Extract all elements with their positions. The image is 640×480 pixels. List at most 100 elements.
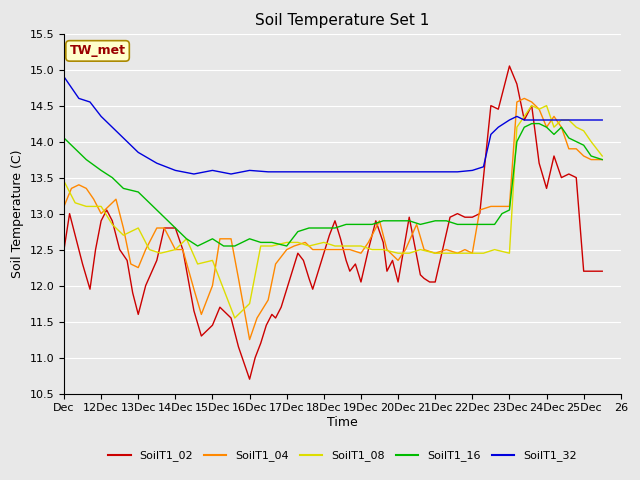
SoilT1_08 [528, 103, 536, 108]
SoilT1_32 [190, 171, 198, 177]
SoilT1_08 [557, 117, 565, 123]
SoilT1_08 [394, 251, 402, 256]
SoilT1_16 [468, 222, 476, 228]
SoilT1_16 [342, 222, 350, 228]
SoilT1_16 [479, 222, 487, 228]
SoilT1_32 [394, 169, 402, 175]
SoilT1_08 [468, 251, 476, 256]
SoilT1_16 [454, 222, 461, 228]
SoilT1_32 [550, 117, 558, 123]
SoilT1_04 [454, 251, 461, 256]
SoilT1_08 [331, 243, 339, 249]
SoilT1_08 [268, 243, 276, 249]
SoilT1_08 [550, 124, 558, 130]
SoilT1_32 [97, 113, 105, 119]
Title: Soil Temperature Set 1: Soil Temperature Set 1 [255, 13, 429, 28]
SoilT1_32 [535, 117, 543, 123]
SoilT1_08 [598, 153, 606, 159]
SoilT1_32 [413, 169, 420, 175]
SoilT1_16 [588, 153, 595, 159]
SoilT1_32 [86, 99, 94, 105]
SoilT1_16 [145, 200, 153, 205]
SoilT1_32 [246, 168, 253, 173]
Line: SoilT1_32: SoilT1_32 [64, 77, 602, 174]
SoilT1_02 [60, 247, 68, 252]
SoilT1_08 [588, 139, 595, 144]
SoilT1_16 [405, 218, 413, 224]
SoilT1_16 [528, 121, 536, 127]
SoilT1_08 [479, 251, 487, 256]
SoilT1_08 [320, 240, 328, 245]
X-axis label: Time: Time [327, 416, 358, 429]
SoilT1_32 [209, 168, 216, 173]
SoilT1_08 [120, 232, 127, 238]
SoilT1_02 [417, 272, 424, 277]
Line: SoilT1_02: SoilT1_02 [64, 66, 602, 379]
SoilT1_16 [331, 225, 339, 231]
SoilT1_08 [405, 251, 413, 256]
SoilT1_08 [220, 286, 227, 292]
SoilT1_32 [60, 74, 68, 80]
SoilT1_32 [454, 169, 461, 175]
SoilT1_16 [220, 243, 227, 249]
SoilT1_32 [572, 117, 580, 123]
SoilT1_32 [75, 96, 83, 101]
SoilT1_16 [598, 156, 606, 162]
SoilT1_16 [491, 222, 499, 228]
SoilT1_08 [60, 179, 68, 184]
SoilT1_08 [97, 204, 105, 209]
SoilT1_02 [383, 268, 391, 274]
SoilT1_04 [246, 337, 253, 343]
SoilT1_08 [565, 117, 573, 123]
SoilT1_16 [357, 222, 365, 228]
SoilT1_32 [68, 85, 76, 91]
SoilT1_16 [134, 189, 142, 195]
SoilT1_08 [357, 243, 365, 249]
SoilT1_32 [108, 124, 116, 130]
Text: TW_met: TW_met [70, 44, 125, 58]
SoilT1_16 [442, 218, 450, 224]
SoilT1_16 [60, 135, 68, 141]
SoilT1_32 [513, 113, 521, 119]
SoilT1_16 [380, 218, 387, 224]
SoilT1_08 [506, 251, 513, 256]
SoilT1_32 [227, 171, 235, 177]
SoilT1_16 [182, 236, 190, 241]
SoilT1_16 [157, 211, 164, 216]
SoilT1_16 [550, 132, 558, 137]
SoilT1_08 [71, 200, 79, 205]
SoilT1_02 [598, 268, 606, 274]
SoilT1_16 [283, 243, 291, 249]
SoilT1_16 [108, 175, 116, 180]
SoilT1_16 [368, 222, 376, 228]
SoilT1_32 [264, 169, 272, 175]
SoilT1_08 [294, 240, 301, 245]
SoilT1_08 [535, 107, 543, 112]
SoilT1_16 [394, 218, 402, 224]
SoilT1_32 [357, 169, 365, 175]
SoilT1_16 [498, 211, 506, 216]
Line: SoilT1_04: SoilT1_04 [64, 98, 602, 340]
SoilT1_32 [468, 168, 476, 173]
SoilT1_32 [520, 117, 528, 123]
SoilT1_16 [294, 229, 301, 235]
SoilT1_16 [557, 124, 565, 130]
SoilT1_08 [543, 103, 550, 108]
SoilT1_08 [145, 247, 153, 252]
SoilT1_16 [120, 186, 127, 192]
SoilT1_32 [431, 169, 439, 175]
SoilT1_32 [543, 117, 550, 123]
SoilT1_04 [520, 96, 528, 101]
SoilT1_16 [535, 121, 543, 127]
SoilT1_04 [320, 247, 328, 252]
SoilT1_32 [479, 164, 487, 169]
SoilT1_32 [339, 169, 346, 175]
SoilT1_02 [400, 247, 408, 252]
SoilT1_16 [580, 143, 588, 148]
SoilT1_32 [557, 117, 565, 123]
SoilT1_08 [172, 247, 179, 252]
SoilT1_32 [376, 169, 383, 175]
SoilT1_08 [342, 243, 350, 249]
SoilT1_08 [431, 251, 439, 256]
SoilT1_32 [598, 117, 606, 123]
